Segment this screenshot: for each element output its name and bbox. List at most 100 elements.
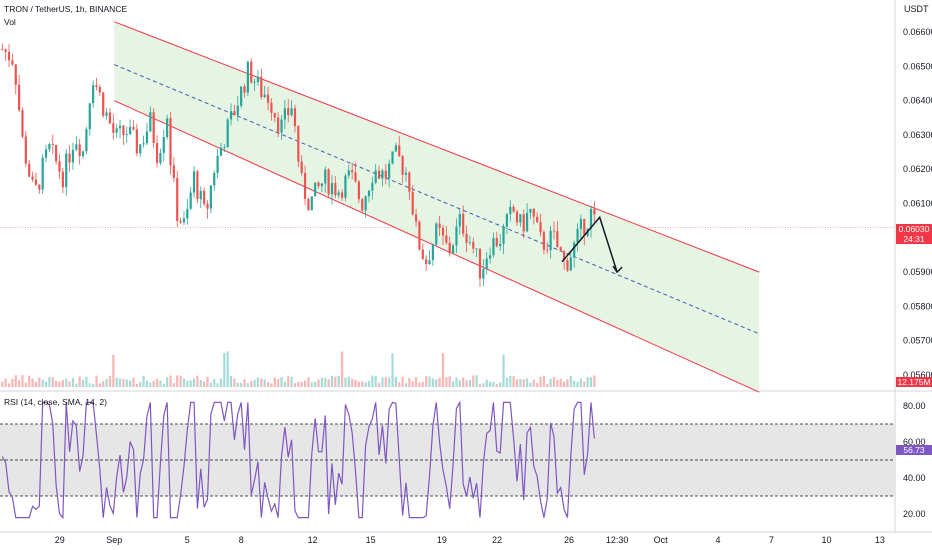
candle-body xyxy=(482,269,485,279)
volume-bar xyxy=(492,381,495,387)
candle-body xyxy=(445,235,448,243)
candle-body xyxy=(505,214,508,227)
channel-midline xyxy=(114,64,760,335)
candle-body xyxy=(310,196,313,211)
candle-body xyxy=(28,163,31,177)
candle-body xyxy=(330,183,334,195)
volume-bar xyxy=(546,383,549,387)
volume-bar xyxy=(152,381,155,387)
volume-bar xyxy=(199,380,202,387)
candle-body xyxy=(357,181,360,200)
volume-bar xyxy=(552,377,556,387)
volume-bar xyxy=(327,379,330,387)
volume-bar xyxy=(102,381,105,387)
volume-bar xyxy=(55,380,58,387)
volume-bar xyxy=(287,376,290,387)
candle-body xyxy=(546,249,549,251)
candle-body xyxy=(7,51,11,61)
candle-body xyxy=(68,153,71,163)
candle-body xyxy=(243,86,246,93)
projection-drawing[interactable] xyxy=(561,215,623,274)
volume-bar xyxy=(465,380,468,387)
volume-bar xyxy=(246,383,249,387)
price-candles[interactable] xyxy=(1,43,596,287)
volume-bar xyxy=(303,380,307,387)
volume-bar xyxy=(573,380,576,387)
candle-body xyxy=(458,213,461,227)
volume-bar xyxy=(401,376,404,387)
candle-body xyxy=(529,208,532,213)
candle-body xyxy=(263,94,266,98)
candle-body xyxy=(246,61,249,93)
candle-body xyxy=(388,163,391,179)
symbol-title[interactable]: TRON / TetherUS, 1h, BINANCE xyxy=(4,4,128,14)
volume-bar xyxy=(522,379,525,387)
volume-bar xyxy=(351,378,354,387)
candle-body xyxy=(179,220,182,223)
volume-bar xyxy=(203,381,206,387)
volume-bar xyxy=(240,382,243,387)
volume-bar xyxy=(515,379,519,387)
candle-body xyxy=(186,208,189,219)
candle-body xyxy=(155,142,159,163)
volume-bar xyxy=(394,376,397,387)
volume-bar xyxy=(263,379,266,387)
price-tick: 0.05600 xyxy=(903,370,932,380)
volume-bar xyxy=(145,380,149,387)
volume-badge: 12.175M xyxy=(896,377,932,387)
volume-bar xyxy=(28,375,31,387)
volume-bar xyxy=(441,353,445,387)
volume-bar xyxy=(542,376,546,387)
candle-body xyxy=(576,228,579,243)
volume-bar xyxy=(334,376,337,387)
volume-bar xyxy=(206,376,209,387)
volume-bar xyxy=(277,379,280,387)
volume-bar xyxy=(159,380,162,387)
rsi-pane[interactable] xyxy=(0,400,895,520)
volume-bar xyxy=(176,375,179,387)
volume-bar xyxy=(24,382,27,387)
volume-bar xyxy=(68,381,71,387)
volume-bar xyxy=(388,377,391,387)
volume-bar xyxy=(189,380,192,387)
candle-body xyxy=(300,161,303,174)
candle-body xyxy=(418,221,421,250)
candle-body xyxy=(102,92,105,116)
rsi-legend[interactable]: RSI (14, close, SMA, 14, 2) xyxy=(4,397,107,407)
candle-body xyxy=(115,128,118,133)
candle-body xyxy=(203,190,206,204)
candle-body xyxy=(334,183,337,196)
candle-body xyxy=(105,112,108,116)
volume-bar xyxy=(462,377,465,387)
volume-bar xyxy=(283,381,286,387)
candle-body xyxy=(290,108,293,116)
volume-bar xyxy=(371,375,374,387)
volume-bar xyxy=(135,383,138,387)
candle-body xyxy=(364,196,367,211)
time-tick: 15 xyxy=(366,535,376,545)
volume-bars xyxy=(1,351,596,387)
volume-bar xyxy=(209,382,212,387)
volume-bar xyxy=(118,378,122,387)
candle-body xyxy=(250,61,253,83)
volume-bar xyxy=(182,378,186,387)
candle-body xyxy=(196,171,199,200)
candle-body xyxy=(81,151,85,157)
volume-bar xyxy=(532,379,535,387)
candle-body xyxy=(142,143,145,145)
candle-body xyxy=(92,85,95,104)
volume-bar xyxy=(478,383,482,387)
candle-body xyxy=(172,165,175,179)
volume-bar xyxy=(71,378,75,387)
volume-bar xyxy=(162,383,165,387)
candle-body xyxy=(216,155,219,174)
price-axis-unit: USDT xyxy=(904,4,929,14)
candle-body xyxy=(495,238,498,247)
volume-bar xyxy=(92,383,95,387)
volume-bar xyxy=(408,377,411,387)
candle-body xyxy=(297,126,300,162)
candle-body xyxy=(583,219,586,236)
candle-body xyxy=(519,214,522,223)
